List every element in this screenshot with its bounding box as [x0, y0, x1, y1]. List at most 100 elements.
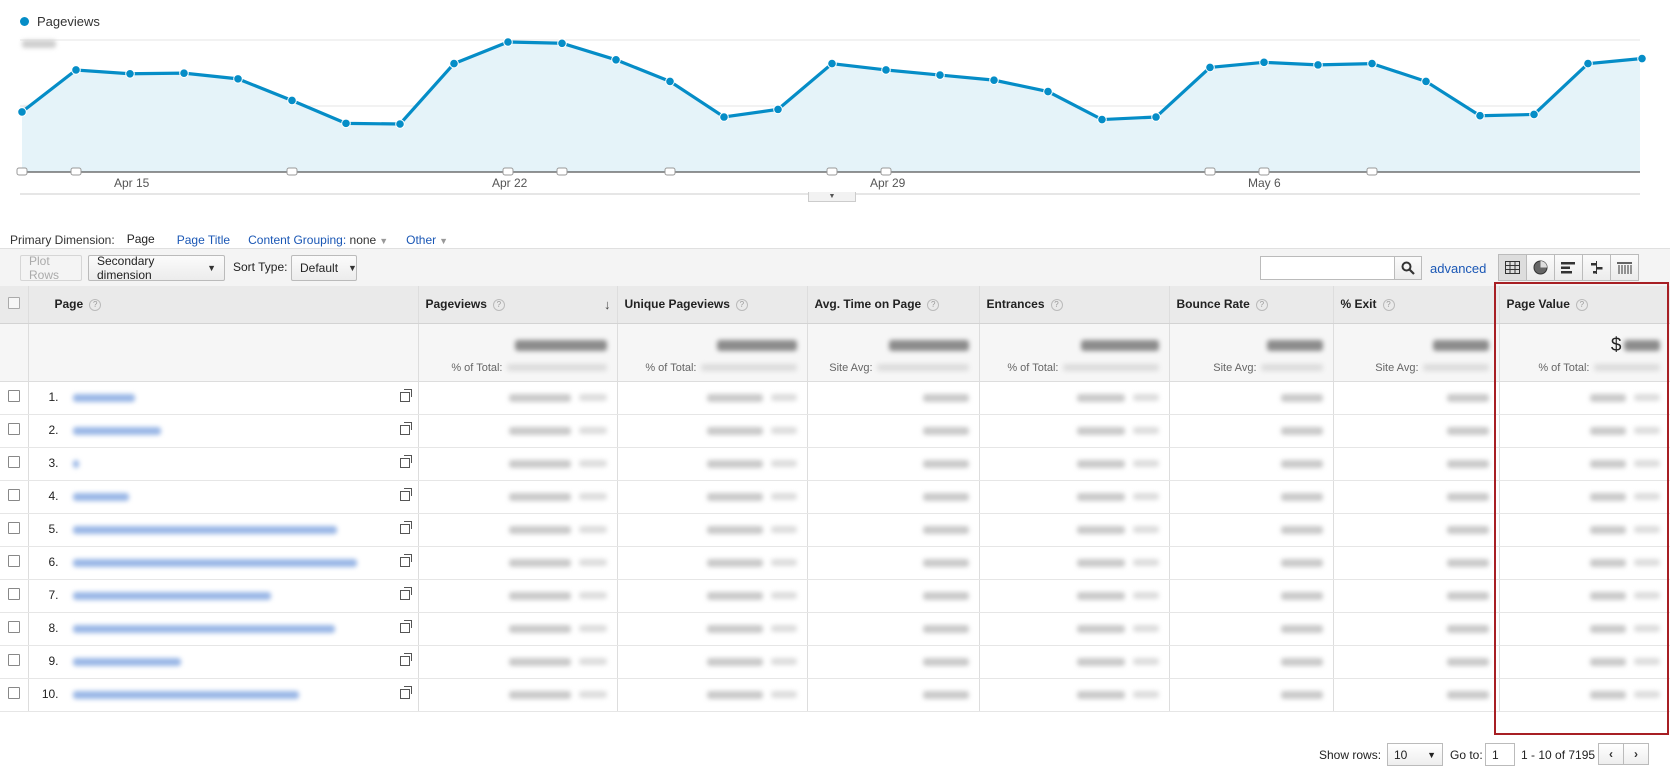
search-button[interactable]	[1394, 256, 1422, 280]
blurred-value	[922, 525, 969, 534]
search-icon	[1401, 261, 1415, 275]
page-path-link[interactable]	[72, 391, 135, 405]
row-checkbox-cell[interactable]	[0, 612, 29, 646]
table-row[interactable]: 8.	[0, 612, 1670, 646]
data-point	[827, 58, 837, 69]
dimension-option-page-title[interactable]: Page Title	[176, 233, 231, 247]
page-path-link[interactable]	[72, 523, 337, 537]
page-path-link[interactable]	[72, 424, 161, 438]
help-icon[interactable]: ?	[735, 299, 748, 312]
blurred-percent	[1132, 559, 1159, 566]
open-external-icon[interactable]	[399, 487, 412, 501]
next-page-button[interactable]: ›	[1623, 743, 1649, 765]
row-checkbox-cell[interactable]	[0, 414, 29, 448]
column-header-page[interactable]: Page?	[28, 286, 419, 324]
row-checkbox[interactable]	[7, 687, 20, 699]
open-external-icon[interactable]	[399, 421, 412, 435]
dimension-option-other[interactable]: Other	[406, 233, 437, 247]
cell-exit	[1333, 381, 1500, 415]
open-external-icon[interactable]	[399, 520, 412, 534]
table-row[interactable]: 10.	[0, 678, 1670, 712]
page-path-link[interactable]	[72, 688, 299, 702]
blurred-percent	[1633, 394, 1660, 401]
secondary-dimension-dropdown[interactable]: Secondary dimension ▼	[88, 254, 225, 282]
column-header-bounce-rate[interactable]: Bounce Rate?	[1169, 286, 1334, 324]
help-icon[interactable]: ?	[1050, 299, 1063, 312]
row-checkbox[interactable]	[7, 423, 20, 435]
column-header-page-value[interactable]: Page Value?	[1499, 286, 1670, 324]
page-path-link[interactable]	[72, 490, 129, 504]
table-row[interactable]: 1.	[0, 381, 1670, 415]
open-external-icon[interactable]	[399, 586, 412, 600]
row-checkbox[interactable]	[7, 654, 20, 666]
row-checkbox[interactable]	[7, 456, 20, 468]
advanced-filter-link[interactable]: advanced	[1430, 261, 1487, 276]
open-external-icon[interactable]	[399, 685, 412, 699]
select-all-header[interactable]	[0, 286, 29, 324]
table-row[interactable]: 4.	[0, 480, 1670, 514]
show-rows-select[interactable]: 10 ▼	[1387, 743, 1443, 766]
row-checkbox[interactable]	[7, 621, 20, 633]
table-row[interactable]: 2.	[0, 414, 1670, 448]
plot-rows-button[interactable]: Plot Rows	[20, 254, 82, 282]
column-header-unique-pageviews[interactable]: Unique Pageviews?	[617, 286, 808, 324]
table-row[interactable]: 6.	[0, 546, 1670, 580]
table-row[interactable]: 5.	[0, 513, 1670, 547]
help-icon[interactable]: ?	[89, 299, 102, 312]
row-checkbox-cell[interactable]	[0, 480, 29, 514]
row-checkbox-cell[interactable]	[0, 513, 29, 547]
page-path-link[interactable]	[72, 655, 181, 669]
page-path-link[interactable]	[72, 589, 271, 603]
view-pivot-button[interactable]	[1610, 254, 1639, 281]
column-header-entrances[interactable]: Entrances?	[979, 286, 1170, 324]
table-row[interactable]: 3.	[0, 447, 1670, 481]
row-checkbox[interactable]	[7, 489, 20, 501]
table-search-input[interactable]	[1260, 256, 1420, 280]
blurred-percent	[1633, 526, 1660, 533]
table-row[interactable]: 9.	[0, 645, 1670, 679]
open-external-icon[interactable]	[399, 454, 412, 468]
column-header-pageviews[interactable]: Pageviews? ↓	[418, 286, 618, 324]
page-path-link[interactable]	[72, 556, 357, 570]
help-icon[interactable]: ?	[1575, 299, 1588, 312]
row-checkbox-cell[interactable]	[0, 546, 29, 580]
row-checkbox-cell[interactable]	[0, 678, 29, 712]
row-checkbox-cell[interactable]	[0, 645, 29, 679]
help-icon[interactable]: ?	[927, 299, 940, 312]
legend-dot-icon	[20, 17, 29, 26]
row-checkbox[interactable]	[7, 390, 20, 402]
row-checkbox[interactable]	[7, 588, 20, 600]
select-all-checkbox[interactable]	[7, 296, 20, 309]
summary-sublabel: % of Total:	[645, 361, 697, 374]
cell-unique-pageviews	[617, 678, 808, 712]
open-external-icon[interactable]	[399, 652, 412, 666]
page-path-link[interactable]	[72, 622, 335, 636]
view-comparison-button[interactable]	[1582, 254, 1611, 281]
goto-page-input[interactable]: 1	[1485, 743, 1515, 766]
row-checkbox[interactable]	[7, 555, 20, 567]
chart-collapse-handle[interactable]: ▼	[808, 192, 856, 202]
table-row[interactable]: 7.	[0, 579, 1670, 613]
content-grouping-value[interactable]: none	[349, 233, 377, 247]
help-icon[interactable]: ?	[1382, 299, 1395, 312]
row-checkbox-cell[interactable]	[0, 381, 29, 415]
chevron-left-icon: ‹	[1609, 747, 1613, 761]
row-checkbox-cell[interactable]	[0, 447, 29, 481]
view-pie-button[interactable]	[1526, 254, 1555, 281]
view-table-button[interactable]	[1498, 254, 1527, 281]
column-header-unique-pageviews-label: Unique Pageviews	[624, 297, 730, 312]
help-icon[interactable]: ?	[492, 299, 505, 312]
previous-page-button[interactable]: ‹	[1598, 743, 1624, 765]
row-checkbox[interactable]	[7, 522, 20, 534]
column-header-exit[interactable]: % Exit?	[1333, 286, 1500, 324]
column-header-avg-time[interactable]: Avg. Time on Page?	[807, 286, 980, 324]
row-checkbox-cell[interactable]	[0, 579, 29, 613]
open-external-icon[interactable]	[399, 388, 412, 402]
sort-type-dropdown[interactable]: Default ▼	[291, 255, 357, 281]
open-external-icon[interactable]	[399, 553, 412, 567]
open-external-icon[interactable]	[399, 619, 412, 633]
page-path-link[interactable]	[72, 457, 79, 471]
dimension-option-content-grouping[interactable]: Content Grouping:	[248, 233, 347, 247]
help-icon[interactable]: ?	[1255, 299, 1268, 312]
view-performance-button[interactable]	[1554, 254, 1583, 281]
